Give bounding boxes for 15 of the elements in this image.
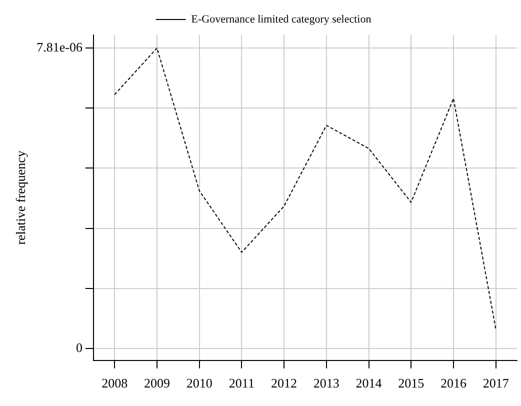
legend-label: E-Governance limited category selection xyxy=(191,13,372,26)
x-tick-label: 2015 xyxy=(398,376,424,391)
y-tick-label: 7.81e-06 xyxy=(36,40,83,54)
x-tick-label: 2012 xyxy=(271,376,298,391)
y-tick-label: 0 xyxy=(76,340,82,355)
y-axis-title: relative frequency xyxy=(13,150,28,245)
x-tick-label: 2009 xyxy=(144,376,170,391)
x-tick-label: 2013 xyxy=(313,376,340,391)
x-tick-label: 2011 xyxy=(228,376,254,391)
line-series xyxy=(114,48,496,330)
x-tick-label: 2010 xyxy=(186,376,212,391)
x-tick-label: 2008 xyxy=(102,376,128,391)
x-tick-label: 2016 xyxy=(440,376,467,391)
x-tick-label: 2014 xyxy=(356,376,382,391)
x-tick-label: 2017 xyxy=(482,376,510,391)
